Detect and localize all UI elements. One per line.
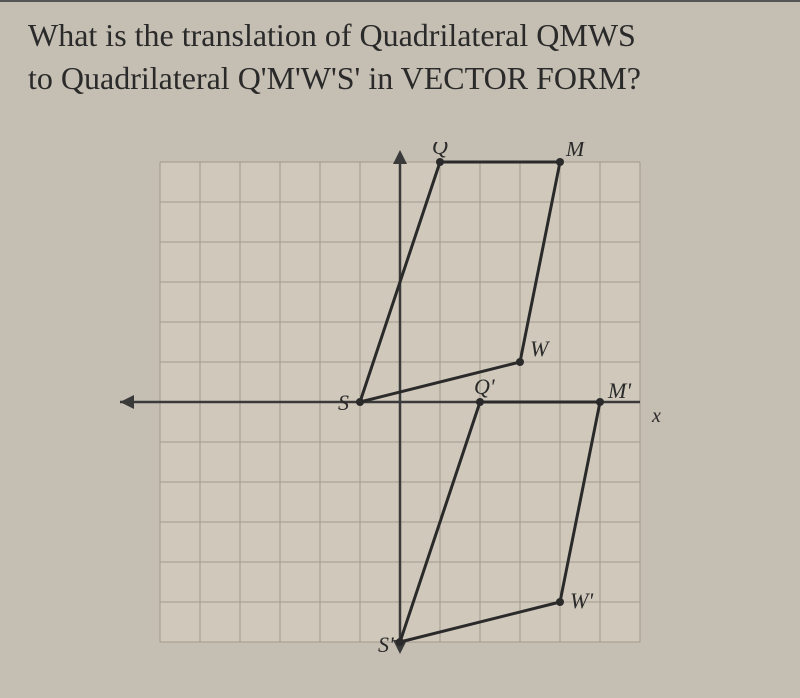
coordinate-grid: x Q M W S Q' M' W' S': [100, 142, 680, 687]
svg-text:S': S': [378, 632, 394, 657]
worksheet-page: What is the translation of Quadrilateral…: [0, 0, 800, 698]
question-text: What is the translation of Quadrilateral…: [0, 2, 800, 100]
svg-text:Q: Q: [432, 142, 448, 159]
svg-text:W': W': [570, 588, 593, 613]
grid-svg: x Q M W S Q' M' W' S': [100, 142, 680, 687]
svg-text:M': M': [607, 378, 631, 403]
svg-text:M: M: [565, 142, 586, 161]
question-line-1: What is the translation of Quadrilateral…: [28, 17, 636, 53]
svg-text:x: x: [651, 405, 661, 427]
svg-text:Q': Q': [474, 374, 495, 399]
question-line-2: to Quadrilateral Q'M'W'S' in VECTOR FORM…: [28, 60, 641, 96]
svg-text:S: S: [338, 390, 349, 415]
svg-text:W: W: [530, 336, 550, 361]
